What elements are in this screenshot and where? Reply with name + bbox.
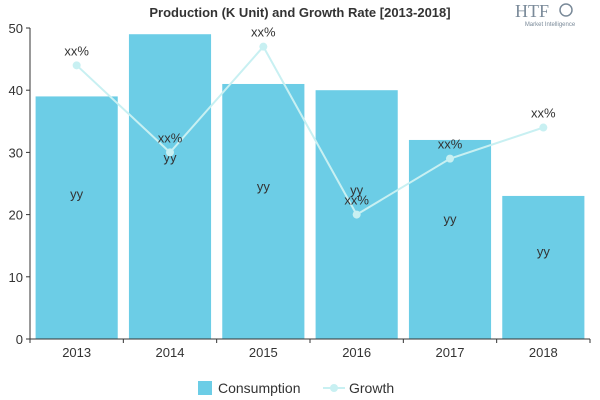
growth-point-2016	[352, 210, 361, 219]
growth-data-label: xx%	[531, 106, 556, 121]
bar-data-label: yy	[257, 179, 271, 194]
chart-title: Production (K Unit) and Growth Rate [201…	[149, 5, 450, 20]
y-tick-label: 10	[9, 270, 23, 285]
growth-point-2015	[259, 42, 268, 51]
growth-data-label: xx%	[64, 43, 89, 58]
growth-point-2018	[539, 123, 548, 132]
x-tick-label: 2014	[156, 345, 185, 360]
legend: Consumption Growth	[198, 380, 394, 396]
growth-point-2013	[72, 61, 81, 70]
bar-series	[35, 34, 585, 339]
bar-2013	[35, 96, 118, 339]
growth-data-labels: xx% xx% xx% xx% xx% xx%	[64, 25, 556, 208]
y-tick-label: 30	[9, 145, 23, 160]
growth-data-label: xx%	[251, 25, 276, 40]
bar-2017	[408, 139, 492, 339]
y-tick-label: 0	[16, 332, 23, 347]
legend-label-consumption: Consumption	[218, 380, 301, 396]
x-tick-label: 2015	[249, 345, 278, 360]
bar-data-label: yy	[537, 244, 551, 259]
y-tick-label: 50	[9, 21, 23, 36]
growth-line	[75, 44, 544, 216]
growth-series	[72, 42, 548, 219]
legend-marker-growth	[330, 384, 338, 392]
legend-label-growth: Growth	[349, 380, 394, 396]
growth-data-label: xx%	[158, 130, 183, 145]
y-tick-label: 40	[9, 83, 23, 98]
y-axis: 0 10 20 30 40 50	[9, 21, 31, 347]
legend-swatch-consumption	[198, 381, 212, 395]
logo-text: HTF	[515, 1, 549, 21]
htf-logo: HTF Market Intelligence	[515, 1, 576, 28]
bar-data-label: yy	[350, 183, 364, 198]
globe-icon	[559, 3, 573, 17]
growth-data-label: xx%	[344, 193, 369, 208]
growth-point-2017	[446, 154, 454, 163]
logo-subtext: Market Intelligence	[525, 22, 576, 28]
x-tick-label: 2018	[529, 345, 558, 360]
bar-data-label: yy	[70, 186, 84, 201]
bar-data-label: yy	[444, 212, 458, 227]
x-tick-label: 2017	[436, 345, 465, 360]
bar-2018	[502, 195, 585, 339]
y-tick-label: 20	[9, 208, 23, 223]
growth-data-label: xx%	[438, 137, 463, 152]
growth-point-2014	[166, 148, 174, 157]
x-axis: 2013 2014 2015 2016 2017 2018	[29, 339, 591, 360]
bar-2014	[128, 34, 212, 339]
x-tick-label: 2013	[62, 345, 91, 360]
bar-2015	[222, 83, 305, 339]
x-tick-label: 2016	[342, 345, 371, 360]
